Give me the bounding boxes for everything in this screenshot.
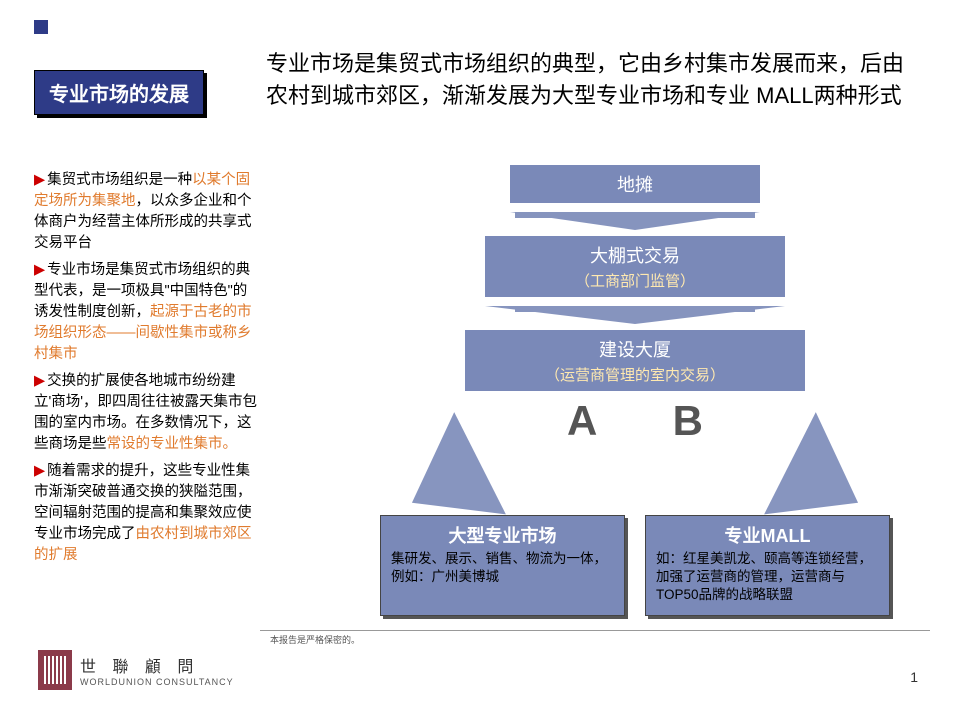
bullet-3: ▶交换的扩展使各地城市纷纷建立'商场'，即四周往往被露天集市包围的室内市场。在多…: [34, 371, 260, 455]
outcome-b: 专业MALL 如：红星美凯龙、颐高等连锁经营，加强了运营商的管理，运营商与TOP…: [645, 515, 890, 616]
flowchart: 地摊 大棚式交易 （工商部门监管） 建设大厦 （运营商管理的室内交易） A B …: [380, 165, 890, 616]
outcome-a: 大型专业市场 集研发、展示、销售、物流为一体，例如：广州美博城: [380, 515, 625, 616]
arrow-right: [628, 412, 858, 526]
logo-icon: [38, 650, 72, 690]
stage-2-label: 大棚式交易 （工商部门监管）: [485, 236, 785, 297]
outcome-b-title: 专业MALL: [656, 522, 879, 548]
accent-square: [34, 20, 48, 34]
stage-1: 地摊: [510, 165, 760, 203]
logo: 世 聯 顧 問 WORLDUNION CONSULTANCY: [38, 650, 234, 690]
logo-cn: 世 聯 顧 問: [80, 653, 234, 677]
title-box: 专业市场的发展: [34, 70, 204, 115]
outcome-a-title: 大型专业市场: [391, 522, 614, 548]
logo-en: WORLDUNION CONSULTANCY: [80, 677, 234, 687]
confidential-note: 本报告是严格保密的。: [270, 633, 360, 646]
bullet-1: ▶集贸式市场组织是一种以某个固定场所为集聚地，以众多企业和个体商户为经营主体所形…: [34, 170, 260, 254]
arrow-2: [485, 306, 785, 324]
outcome-b-body: 如：红星美凯龙、颐高等连锁经营，加强了运营商的管理，运营商与TOP50品牌的战略…: [656, 550, 879, 605]
stage-3: 建设大厦 （运营商管理的室内交易）: [465, 330, 805, 391]
outcomes: 大型专业市场 集研发、展示、销售、物流为一体，例如：广州美博城 专业MALL 如…: [380, 515, 890, 616]
stage-1-label: 地摊: [510, 165, 760, 203]
page-number: 1: [910, 669, 918, 685]
stage-3-label: 建设大厦 （运营商管理的室内交易）: [465, 330, 805, 391]
bullet-4: ▶随着需求的提升，这些专业性集市渐渐突破普通交换的狭隘范围，空间辐射范围的提高和…: [34, 461, 260, 566]
arrow-1: [510, 212, 760, 230]
outcome-a-body: 集研发、展示、销售、物流为一体，例如：广州美博城: [391, 550, 614, 586]
bullet-2: ▶专业市场是集贸式市场组织的典型代表，是一项极具"中国特色"的诱发性制度创新，起…: [34, 260, 260, 365]
split-arrows: A B: [425, 401, 845, 521]
footer-rule: [260, 630, 930, 631]
stage-2: 大棚式交易 （工商部门监管）: [485, 236, 785, 297]
subtitle: 专业市场是集贸式市场组织的典型，它由乡村集市发展而来，后由农村到城市郊区，渐渐发…: [266, 48, 916, 112]
bullet-list: ▶集贸式市场组织是一种以某个固定场所为集聚地，以众多企业和个体商户为经营主体所形…: [34, 170, 260, 572]
arrow-left: [412, 412, 642, 526]
